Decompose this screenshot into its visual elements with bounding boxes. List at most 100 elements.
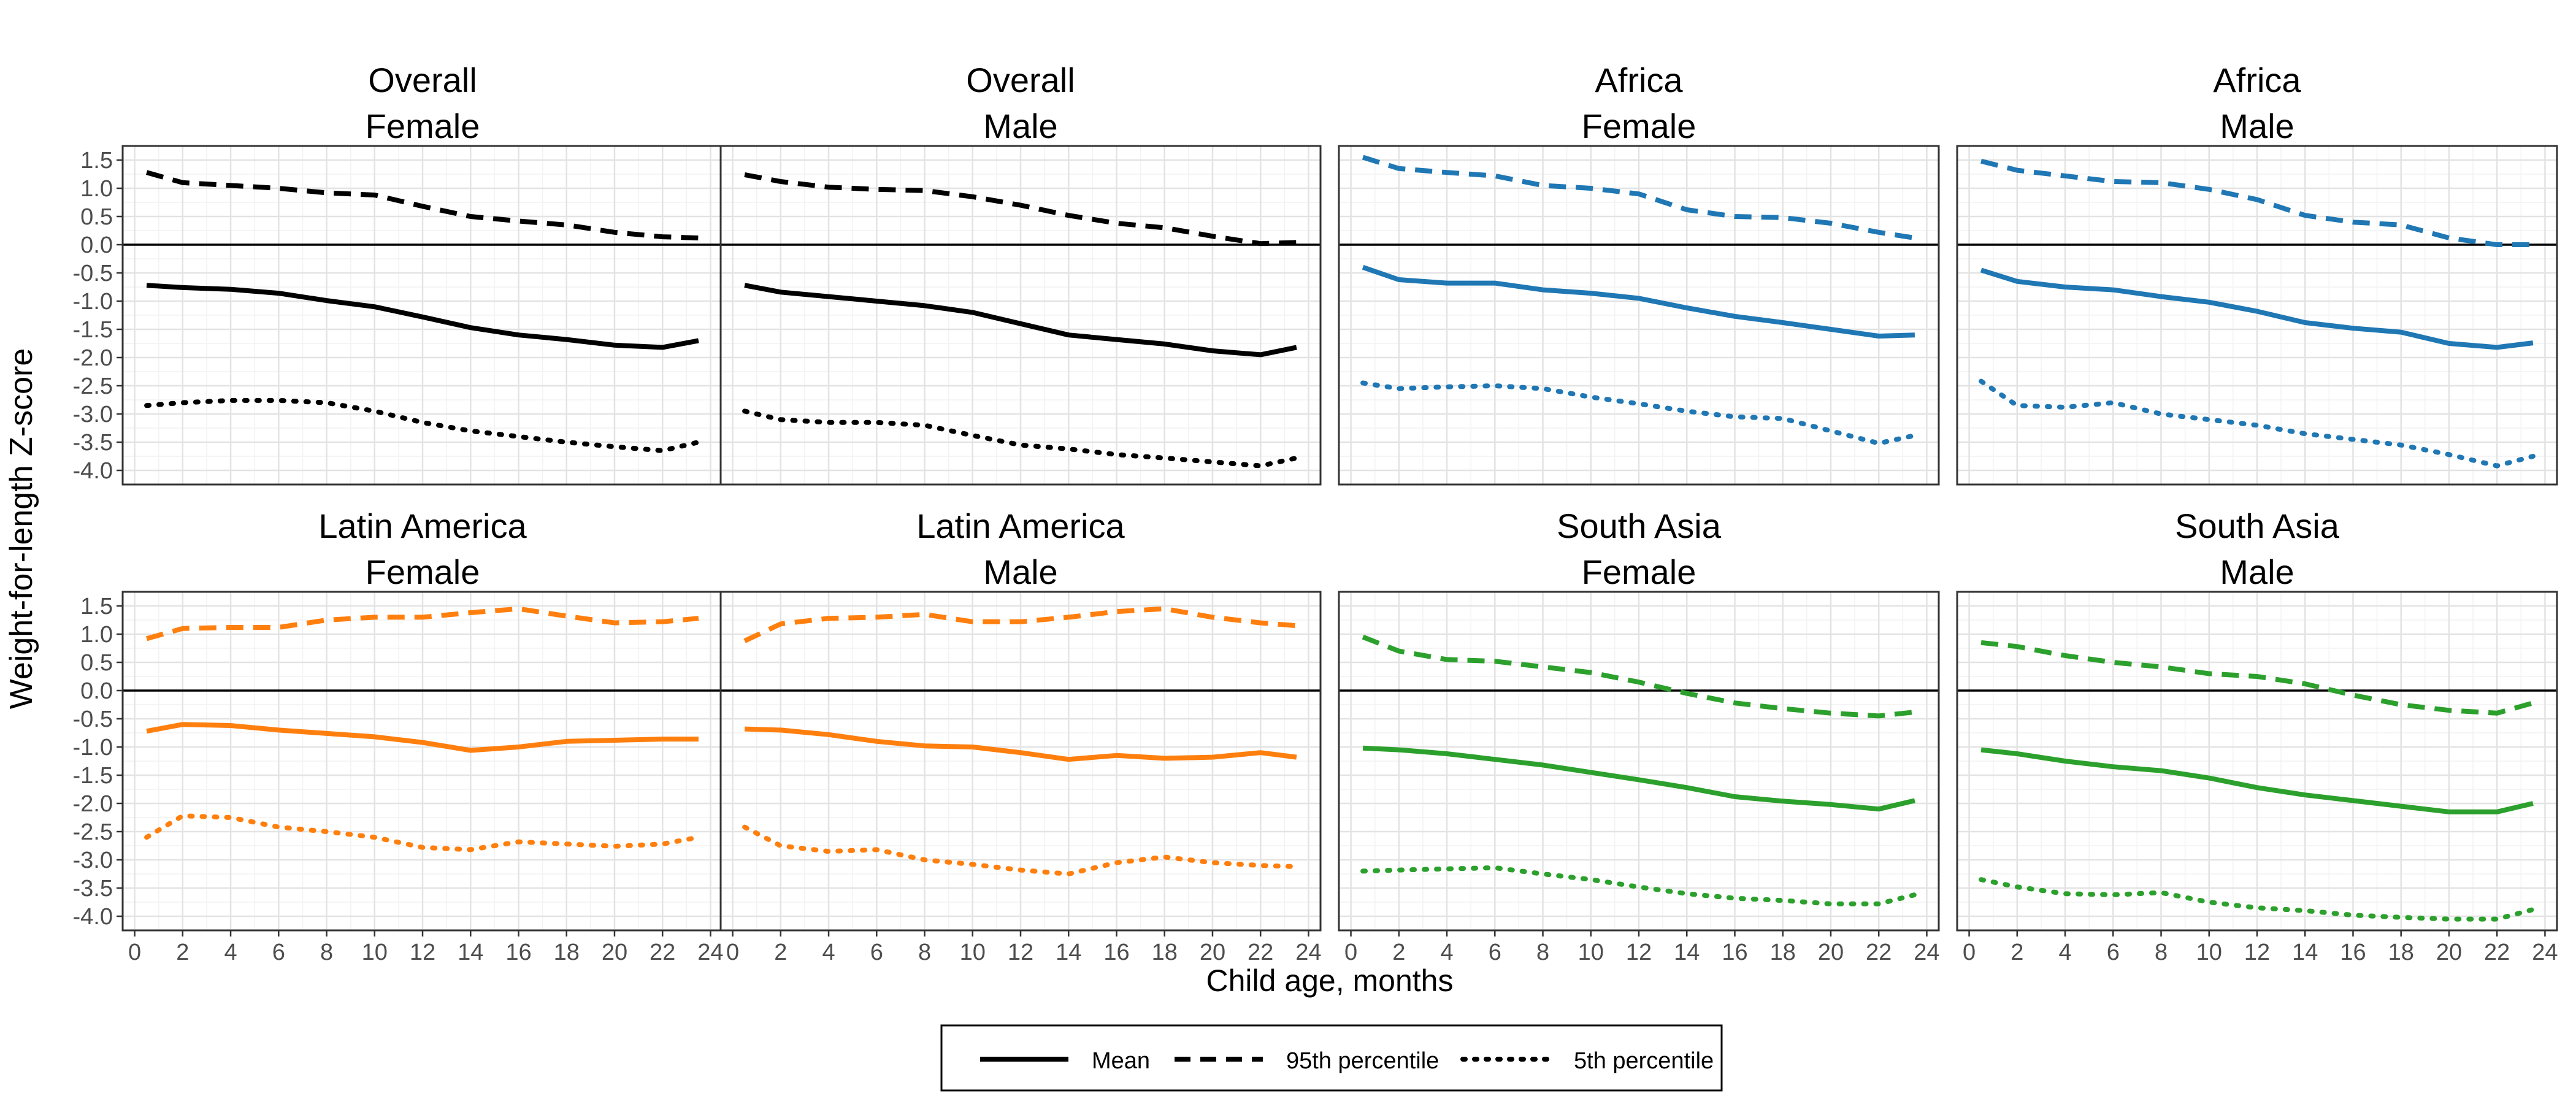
x-tick-label: 16 — [1103, 940, 1129, 965]
y-tick-label: -2.5 — [73, 373, 113, 399]
x-tick-label: 16 — [505, 940, 531, 965]
series-line-p95 — [1980, 640, 2534, 716]
y-tick-label: -2.0 — [73, 791, 113, 817]
x-tick-label: 4 — [1440, 940, 1453, 965]
x-tick-label: 20 — [2436, 940, 2462, 965]
panel-title-sex: Female — [366, 553, 480, 591]
y-tick-label: -0.5 — [73, 261, 113, 286]
y-tick-label: 0.5 — [80, 204, 113, 230]
x-tick-label: 14 — [1056, 940, 1081, 965]
panel-title-sex: Female — [1582, 553, 1696, 591]
series-line-mean — [1980, 747, 2534, 814]
panel-title-region: South Asia — [2175, 507, 2340, 545]
series-line-p95 — [1980, 158, 2533, 247]
x-tick-label: 18 — [1152, 940, 1178, 965]
series-line-p95 — [1362, 634, 1915, 719]
x-tick-label: 20 — [602, 940, 627, 965]
x-tick-label: 10 — [960, 940, 986, 965]
x-tick-label: 12 — [2244, 940, 2270, 965]
y-tick-label: -3.5 — [73, 876, 113, 902]
legend-label-p95: 95th percentile — [1286, 1048, 1439, 1074]
x-tick-label: 12 — [1008, 940, 1033, 965]
x-tick-label: 16 — [2340, 940, 2366, 965]
panel-title-sex: Male — [983, 553, 1057, 591]
series-line-p95 — [744, 172, 1297, 247]
y-tick-label: 1.0 — [80, 622, 113, 648]
x-tick-label: 0 — [1344, 940, 1357, 965]
y-tick-label: -1.5 — [73, 317, 113, 343]
x-tick-label: 8 — [320, 940, 333, 965]
panel-title-region: Latin America — [318, 507, 527, 545]
y-tick-label: -1.5 — [73, 763, 113, 789]
x-tick-label: 6 — [870, 940, 883, 965]
x-tick-label: 22 — [1866, 940, 1892, 965]
x-tick-label: 16 — [1722, 940, 1747, 965]
x-tick-label: 4 — [224, 940, 237, 965]
x-tick-label: 8 — [2155, 940, 2168, 965]
x-tick-label: 18 — [554, 940, 580, 965]
x-tick-label: 2 — [176, 940, 189, 965]
series-line-p5 — [144, 397, 701, 453]
series-line-p5 — [1979, 877, 2536, 922]
x-tick-label: 12 — [1626, 940, 1652, 965]
x-tick-label: 22 — [1248, 940, 1273, 965]
series-line-mean — [146, 283, 699, 350]
series-line-mean — [1362, 265, 1915, 339]
y-tick-label: -2.5 — [73, 819, 113, 845]
panels-layer: OverallFemale1.51.00.50.0-0.5-1.0-1.5-2.… — [73, 61, 2558, 965]
x-tick-label: 18 — [2388, 940, 2414, 965]
x-tick-label: 6 — [2107, 940, 2120, 965]
panel-title-sex: Female — [1582, 107, 1696, 145]
panel-title-sex: Female — [366, 107, 480, 145]
legend-box — [940, 1024, 1723, 1092]
x-tick-label: 24 — [1914, 940, 1939, 965]
y-tick-label: -1.0 — [73, 289, 113, 315]
x-tick-label: 14 — [1674, 940, 1700, 965]
panel-overall-female: OverallFemale1.51.00.50.0-0.5-1.0-1.5-2.… — [73, 61, 724, 486]
y-tick-label: 1.0 — [80, 176, 113, 202]
y-tick-label: -4.0 — [73, 904, 113, 930]
y-tick-label: -2.0 — [73, 345, 113, 371]
panel-africa-male: Africa Male — [1956, 61, 2558, 486]
x-tick-label: 0 — [128, 940, 141, 965]
x-tick-label: 10 — [1578, 940, 1604, 965]
x-tick-label: 14 — [2292, 940, 2318, 965]
panel-latin-america-female: Latin America Female 1.5 1.00.50.0 -0.5 -1.0 -… — [73, 507, 724, 965]
x-tick-label: 24 — [2532, 940, 2558, 965]
y-tick-label: -4.0 — [73, 458, 113, 484]
x-tick-label: 0 — [1963, 940, 1976, 965]
x-tick-label: 24 — [697, 940, 723, 965]
x-tick-label: 2 — [1392, 940, 1405, 965]
series-line-p5 — [1360, 380, 1917, 446]
x-tick-label: 2 — [2011, 940, 2023, 965]
series-line-p5 — [1360, 865, 1917, 906]
series-line-mean — [1980, 267, 2534, 350]
panel-title-region: Overall — [966, 61, 1075, 99]
x-tick-label: 10 — [362, 940, 388, 965]
y-tick-label: 1.5 — [80, 148, 113, 174]
x-tick-label: 0 — [726, 940, 739, 965]
panel-title-region: Africa — [2213, 61, 2301, 99]
x-tick-label: 4 — [822, 940, 835, 965]
panel-title-region: South Asia — [1557, 507, 1722, 545]
y-tick-label: -1.0 — [73, 735, 113, 760]
x-tick-label: 4 — [2058, 940, 2071, 965]
panel-title-sex: Male — [2220, 107, 2294, 145]
legend-label-p5: 5th percentile — [1574, 1048, 1714, 1074]
x-tick-label: 6 — [272, 940, 285, 965]
y-tick-label: -0.5 — [73, 707, 113, 732]
x-tick-label: 12 — [410, 940, 435, 965]
y-tick-label: 0.0 — [80, 678, 113, 704]
panel-border — [1338, 145, 1940, 486]
x-tick-label: 8 — [1536, 940, 1549, 965]
series-line-p5 — [742, 824, 1299, 876]
legend: Mean 95th percentile 5th percentile — [940, 1024, 1723, 1092]
series-line-p95 — [146, 170, 699, 240]
panel-title-region: Latin America — [916, 507, 1125, 545]
x-tick-label: 22 — [650, 940, 675, 965]
panel-border — [719, 145, 1322, 486]
x-tick-label: 10 — [2196, 940, 2222, 965]
